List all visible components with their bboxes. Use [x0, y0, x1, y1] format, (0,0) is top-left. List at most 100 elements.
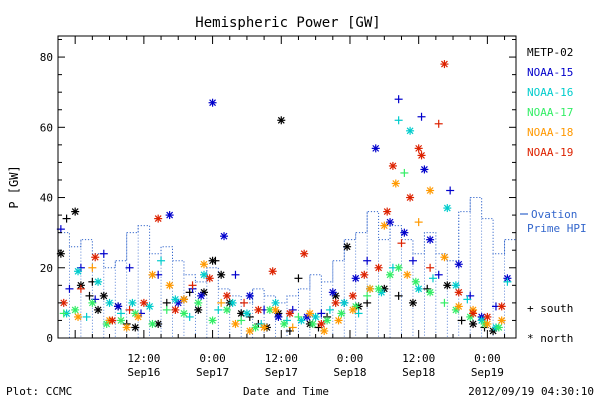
data-point-metp-02: [94, 305, 103, 314]
data-point-noaa-16: [428, 274, 437, 283]
data-point-noaa-19: [374, 263, 383, 272]
plot-timestamp: 2012/09/19 04:30:10: [468, 385, 594, 398]
data-point-noaa-18: [199, 260, 208, 269]
data-point-noaa-19: [426, 263, 435, 272]
data-point-noaa-16: [214, 305, 223, 314]
data-point-noaa-19: [469, 309, 478, 318]
data-point-noaa-18: [217, 298, 226, 307]
data-point-noaa-19: [414, 144, 423, 153]
data-point-noaa-16: [325, 305, 334, 314]
data-point-noaa-19: [125, 305, 134, 314]
data-point-noaa-19: [383, 207, 392, 216]
data-point-noaa-16: [406, 126, 415, 135]
data-point-noaa-17: [400, 168, 409, 177]
data-point-noaa-16: [94, 277, 103, 286]
data-point-noaa-16: [171, 295, 180, 304]
data-point-noaa-19: [317, 319, 326, 328]
data-point-noaa-15: [394, 95, 403, 104]
data-point-noaa-17: [440, 298, 449, 307]
data-point-noaa-17: [71, 305, 80, 314]
data-point-noaa-17: [337, 309, 346, 318]
x-tick-label-time: 0:00: [337, 352, 364, 365]
data-point-noaa-19: [348, 291, 357, 300]
data-point-noaa-19: [454, 288, 463, 297]
data-point-noaa-17: [294, 312, 303, 321]
data-point-metp-02: [85, 291, 94, 300]
data-point-noaa-17: [194, 298, 203, 307]
data-point-metp-02: [99, 291, 108, 300]
x-tick-label-date: Sep16: [127, 366, 160, 379]
y-axis: 0 20 40 60 80: [40, 39, 516, 345]
x-tick-label-date: Sep19: [471, 366, 504, 379]
data-point-noaa-16: [145, 302, 154, 311]
data-point-noaa-19: [397, 239, 406, 248]
x-tick-label-date: Sep17: [265, 366, 298, 379]
data-point-noaa-15: [114, 302, 123, 311]
data-point-noaa-18: [403, 270, 412, 279]
x-axis: 12:00Sep160:00Sep1712:00Sep170:00Sep1812…: [57, 36, 506, 379]
y-tick-label: 40: [40, 192, 53, 205]
data-point-metp-02: [469, 319, 478, 328]
data-point-noaa-18: [122, 323, 131, 332]
x-axis-label: Date and Time: [243, 385, 329, 398]
data-point-metp-02: [194, 305, 203, 314]
data-point-noaa-19: [360, 270, 369, 279]
data-point-noaa-17: [208, 316, 217, 325]
data-point-noaa-18: [260, 323, 269, 332]
data-point-metp-02: [408, 298, 417, 307]
data-point-metp-02: [62, 214, 71, 223]
data-point-noaa-18: [366, 284, 375, 293]
data-point-noaa-16: [82, 312, 91, 321]
data-point-metp-02: [343, 242, 352, 251]
data-point-metp-02: [162, 298, 171, 307]
legend-entry-noaa-15: NOAA-15: [527, 66, 573, 79]
y-tick-label: 60: [40, 121, 53, 134]
data-point-noaa-15: [454, 260, 463, 269]
data-point-noaa-17: [374, 284, 383, 293]
legend-entry-noaa-17: NOAA-17: [527, 106, 573, 119]
y-tick-label: 80: [40, 51, 53, 64]
legend-entry-noaa-19: NOAA-19: [527, 146, 573, 159]
data-point-noaa-15: [165, 211, 174, 220]
data-point-noaa-19: [497, 302, 506, 311]
data-point-noaa-17: [88, 298, 97, 307]
data-point-noaa-19: [76, 284, 85, 293]
x-tick-label-time: 0:00: [199, 352, 226, 365]
data-point-noaa-18: [334, 316, 343, 325]
data-point-noaa-15: [386, 218, 395, 227]
data-point-noaa-18: [454, 302, 463, 311]
data-point-noaa-17: [308, 319, 317, 328]
data-point-noaa-19: [91, 253, 100, 262]
data-point-noaa-19: [434, 119, 443, 128]
x-tick-label-date: Sep18: [402, 366, 435, 379]
data-point-noaa-17: [265, 305, 274, 314]
data-point-noaa-18: [320, 326, 329, 335]
chart-title: Hemispheric Power [GW]: [195, 15, 380, 31]
data-point-noaa-16: [228, 298, 237, 307]
data-point-noaa-19: [139, 298, 148, 307]
data-point-noaa-17: [426, 288, 435, 297]
data-point-noaa-17: [251, 323, 260, 332]
data-point-noaa-17: [363, 291, 372, 300]
data-point-noaa-16: [271, 298, 280, 307]
x-tick-label-time: 12:00: [265, 352, 298, 365]
data-point-noaa-19: [285, 309, 294, 318]
data-point-noaa-16: [451, 281, 460, 290]
data-point-noaa-15: [208, 98, 217, 107]
data-point-noaa-19: [388, 161, 397, 170]
data-point-noaa-16: [354, 309, 363, 318]
data-point-noaa-16: [128, 298, 137, 307]
data-point-noaa-19: [205, 274, 214, 283]
data-point-noaa-17: [411, 277, 420, 286]
data-point-noaa-15: [99, 249, 108, 258]
data-point-noaa-17: [323, 316, 332, 325]
plot-area: [56, 35, 517, 339]
data-point-metp-02: [277, 116, 286, 125]
data-point-noaa-15: [417, 112, 426, 121]
data-point-noaa-16: [116, 309, 125, 318]
x-tick-label-time: 12:00: [402, 352, 435, 365]
data-point-noaa-17: [280, 319, 289, 328]
data-point-noaa-18: [440, 253, 449, 262]
data-point-noaa-19: [331, 298, 340, 307]
plot-credit: Plot: CCMC: [6, 385, 72, 398]
